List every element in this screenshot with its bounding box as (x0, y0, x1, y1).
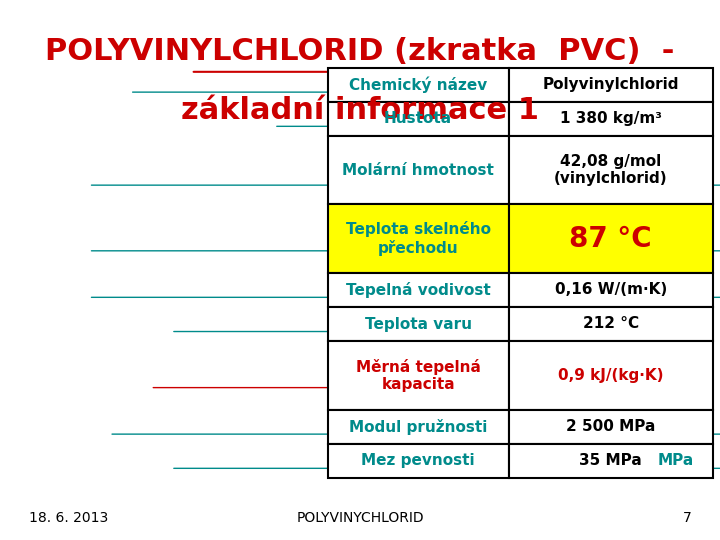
Text: 1 380 kg/m³: 1 380 kg/m³ (559, 111, 662, 126)
Text: Měrná tepelná
kapacita: Měrná tepelná kapacita (356, 359, 480, 392)
Text: Tepelná vodivost: Tepelná vodivost (346, 282, 490, 298)
Text: základní informace 1: základní informace 1 (181, 96, 539, 125)
Text: Mez pevnosti: Mez pevnosti (361, 453, 475, 468)
Text: POLYVINYCHLORID: POLYVINYCHLORID (296, 511, 424, 525)
Text: MPa: MPa (658, 453, 694, 468)
Text: Teplota varu: Teplota varu (364, 316, 472, 332)
Text: 2 500 MPa: 2 500 MPa (566, 419, 655, 434)
Text: 0,9 kJ/(kg·K): 0,9 kJ/(kg·K) (558, 368, 663, 383)
Text: 212 °C: 212 °C (582, 316, 639, 332)
Text: Chemický název: Chemický název (349, 76, 487, 93)
Text: Molární hmotnost: Molární hmotnost (342, 163, 494, 178)
Text: 7: 7 (683, 511, 691, 525)
Text: Hustota: Hustota (384, 111, 452, 126)
Text: 0,16 W/(m·K): 0,16 W/(m·K) (554, 282, 667, 298)
Text: 42,08 g/mol
(vinylchlorid): 42,08 g/mol (vinylchlorid) (554, 154, 667, 186)
Text: 18. 6. 2013: 18. 6. 2013 (29, 511, 108, 525)
Text: Polyvinylchlorid: Polyvinylchlorid (542, 77, 679, 92)
Text: Modul pružnosti: Modul pružnosti (349, 418, 487, 435)
Text: Teplota skelného
přechodu: Teplota skelného přechodu (346, 221, 490, 256)
Text: 87 °C: 87 °C (570, 225, 652, 253)
Text: POLYVINYLCHLORID (zkratka  PVC)  -: POLYVINYLCHLORID (zkratka PVC) - (45, 37, 675, 66)
Text: 35 MPa: 35 MPa (580, 453, 642, 468)
